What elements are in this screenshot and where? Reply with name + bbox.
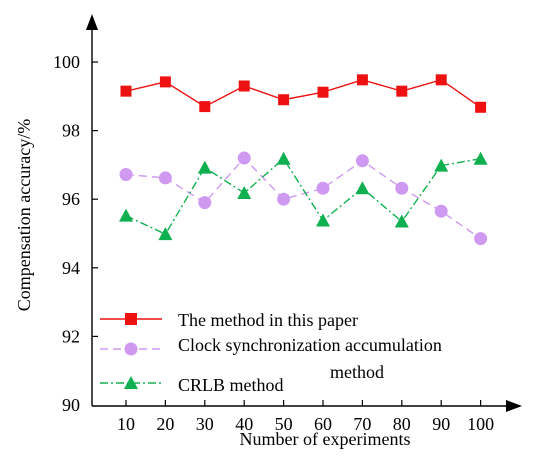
series-3: [119, 151, 488, 241]
y-axis-ticks: 90 92 94 96 98 100: [53, 52, 98, 415]
axes: [86, 14, 522, 412]
data-point-circle: [395, 181, 409, 195]
y-tick-label: 96: [62, 189, 80, 209]
data-point-circle: [277, 192, 291, 206]
data-point-triangle: [197, 160, 212, 174]
legend-label-clock-sync: Clock synchronization accumulation: [178, 335, 442, 355]
data-point-triangle: [158, 227, 173, 241]
data-point-square: [356, 74, 368, 86]
data-point-triangle: [394, 214, 409, 228]
x-tick-label: 70: [353, 414, 371, 434]
y-tick-label: 100: [53, 52, 80, 72]
legend-item-crlb: CRLB method method: [100, 362, 384, 395]
y-tick-label: 94: [62, 258, 80, 278]
data-point-triangle: [276, 151, 291, 165]
x-axis-ticks: 10 20 30 40 50 60 70 80 90 100: [117, 400, 494, 434]
legend-item-clock-sync: Clock synchronization accumulation: [100, 335, 442, 356]
data-point-circle: [158, 171, 172, 185]
data-point-circle: [237, 151, 251, 165]
data-point-triangle: [473, 151, 488, 165]
data-point-square: [317, 86, 329, 98]
legend-label-paper-method: The method in this paper: [178, 310, 358, 330]
data-point-square: [120, 85, 132, 97]
x-tick-label: 30: [196, 414, 214, 434]
x-tick-label: 80: [393, 414, 411, 434]
series-1: [120, 74, 487, 113]
x-tick-label: 20: [156, 414, 174, 434]
data-point-square: [159, 76, 171, 88]
x-tick-label: 10: [117, 414, 135, 434]
legend-label-crlb: CRLB method: [178, 375, 284, 395]
legend: The method in this paper Clock synchroni…: [100, 310, 442, 395]
y-axis-title: Compensation accuracy/%: [14, 119, 34, 311]
x-tick-label: 40: [235, 414, 253, 434]
x-tick-label: 50: [275, 414, 293, 434]
data-point-square: [238, 80, 250, 92]
series-line: [125, 157, 481, 236]
x-axis-title: Number of experiments: [240, 429, 411, 449]
y-tick-label: 92: [62, 326, 80, 346]
data-point-circle: [119, 168, 133, 182]
legend-item-paper-method: The method in this paper: [100, 310, 358, 330]
data-point-circle: [316, 181, 330, 195]
y-axis-arrow: [86, 14, 98, 30]
data-point-square: [435, 74, 447, 86]
x-tick-label: 90: [432, 414, 450, 434]
data-point-circle: [198, 196, 212, 210]
legend-marker-triangle: [124, 376, 138, 389]
series-layer: [119, 74, 488, 246]
data-point-circle: [474, 232, 488, 246]
y-tick-label: 90: [62, 395, 80, 415]
data-point-square: [475, 101, 487, 113]
data-point-triangle: [316, 213, 330, 227]
data-point-square: [278, 94, 290, 106]
series-line: [125, 157, 482, 240]
data-point-square: [199, 101, 211, 113]
x-tick-label: 100: [467, 414, 494, 434]
data-point-square: [396, 85, 408, 97]
y-tick-label: 98: [62, 121, 80, 141]
x-tick-label: 60: [314, 414, 332, 434]
legend-label-clock-sync-wrap: method: [330, 362, 384, 382]
data-point-circle: [355, 154, 369, 168]
data-point-circle: [434, 204, 448, 218]
x-axis-arrow: [506, 400, 522, 412]
series-2: [119, 151, 488, 246]
series-line: [125, 79, 482, 108]
data-point-triangle: [434, 158, 449, 172]
data-point-triangle: [119, 208, 133, 222]
legend-marker-square: [125, 313, 137, 325]
legend-marker-circle: [124, 342, 138, 356]
data-point-triangle: [355, 181, 370, 195]
data-point-triangle: [237, 186, 252, 200]
